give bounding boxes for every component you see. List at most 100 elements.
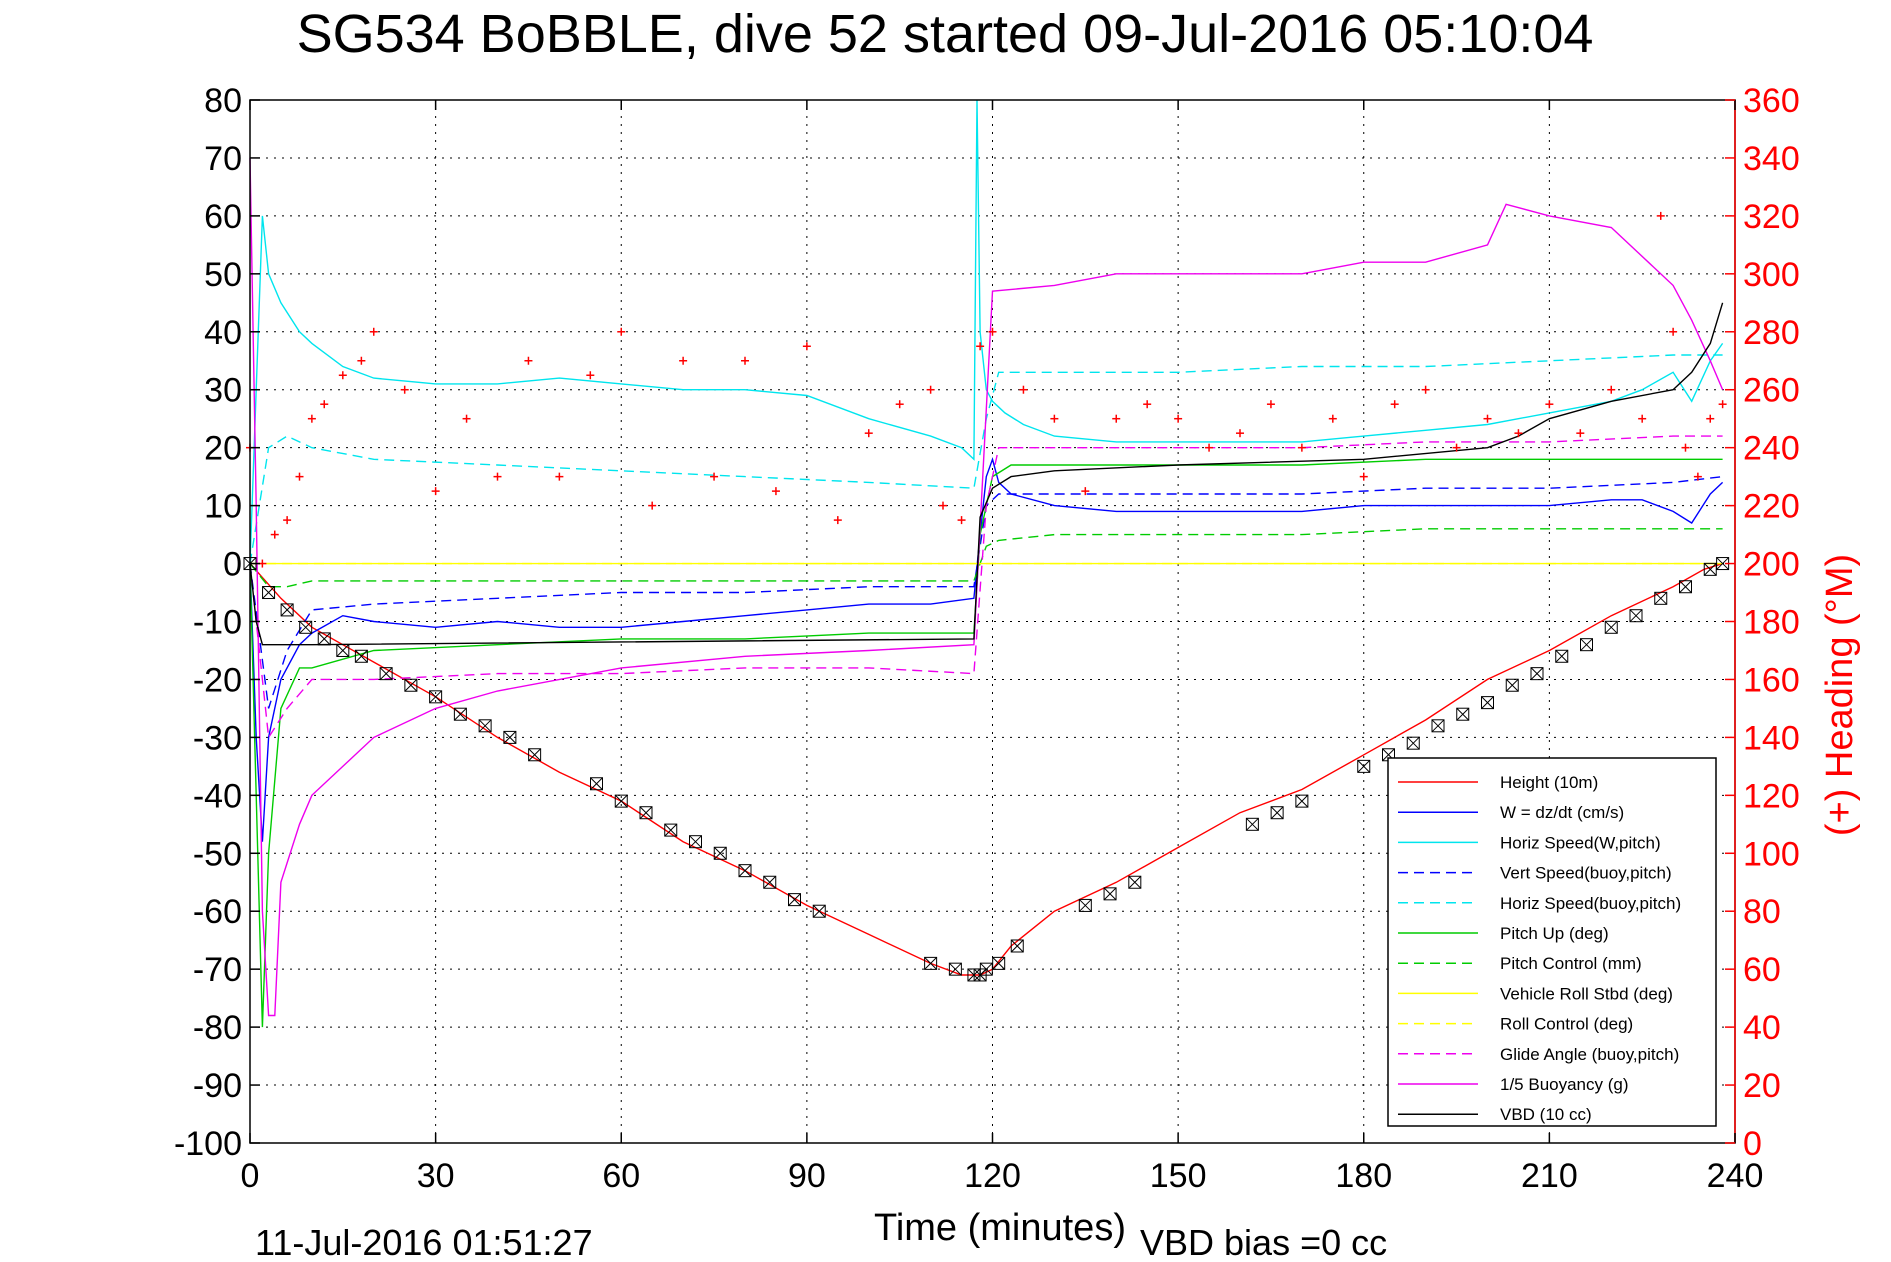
height-marker [1357,759,1371,773]
y-right-tick-label: 140 [1743,719,1800,757]
y-left-tick-label: -30 [193,719,242,757]
chart-title: SG534 BoBBLE, dive 52 started 09-Jul-201… [297,4,1594,64]
heading-marker [1328,414,1337,423]
legend-label: Pitch Up (deg) [1500,924,1609,943]
height-marker-cross-b [689,835,702,849]
heading-marker [1656,211,1665,220]
height-marker-cross-b [713,846,727,860]
height-marker-box [354,649,368,663]
height-marker [528,748,542,762]
x-tick-label: 150 [1150,1157,1207,1195]
y-left-tick-label: 50 [204,256,242,294]
height-marker [1270,806,1284,820]
x-tick-label: 30 [417,1157,455,1195]
heading-marker [400,385,409,394]
height-marker-cross-b [1679,580,1692,594]
x-tick-label: 120 [964,1157,1021,1195]
y-left-tick-label: -70 [193,951,242,989]
x-tick-label: 240 [1707,1157,1764,1195]
series-13 [243,557,1730,982]
height-marker-cross-b [1654,591,1668,605]
height-marker [1456,707,1470,721]
series-line [249,475,1723,709]
heading-marker [988,327,997,336]
grid-lines [250,100,1735,1143]
series-3 [249,475,1723,709]
y-right-tick-label: 100 [1743,835,1800,873]
series-line [249,562,1723,976]
height-marker [1629,609,1643,623]
heading-marker [1669,327,1678,336]
heading-marker [1390,400,1399,409]
height-marker [1295,794,1309,808]
height-marker-cross-b [1703,562,1717,576]
height-marker [299,620,313,634]
series-line [249,435,1723,740]
height-marker [280,603,294,617]
height-marker-cross-b [979,962,993,976]
series-4 [249,354,1723,564]
height-marker-cross-b [503,731,517,744]
heading-marker [1576,429,1585,438]
height-marker-cross-b [924,957,937,970]
height-marker [478,719,492,733]
height-marker [948,962,962,976]
height-marker-cross-b [1629,609,1643,623]
y-right-tick-label: 160 [1743,661,1800,699]
legend-item: Pitch Control (mm) [1398,954,1642,973]
legend-item: Vert Speed(buoy,pitch) [1398,864,1672,883]
x-tick-label: 60 [602,1157,640,1195]
height-marker-cross-b [478,719,492,733]
series-11 [249,302,1724,646]
height-marker-box [1406,736,1420,750]
legend-item: Height (10m) [1398,773,1598,792]
height-marker-cross-b [379,667,393,681]
legend-label: Vehicle Roll Stbd (deg) [1500,984,1673,1003]
legend-item: VBD (10 cc) [1398,1105,1592,1124]
legend-label: Roll Control (deg) [1500,1015,1633,1034]
height-marker-box [664,823,678,837]
y-right-tick-label: 80 [1743,893,1781,931]
height-marker-cross-b [404,678,418,692]
series-10 [249,157,1724,1017]
height-marker-box [1481,696,1494,710]
height-marker [1679,580,1692,594]
height-marker [614,794,628,808]
heading-marker [895,400,904,409]
legend-label: Horiz Speed(buoy,pitch) [1500,894,1681,913]
height-marker [992,956,1006,970]
height-marker-box [689,835,702,849]
heading-marker [679,356,688,365]
heading-marker [338,371,347,380]
height-marker [503,730,517,744]
legend-label: Pitch Control (mm) [1500,954,1642,973]
height-marker [336,643,350,657]
heading-marker [1452,443,1461,452]
height-marker-box [763,875,777,889]
heading-marker [1266,400,1275,409]
y-left-tick-label: 10 [204,488,242,526]
legend-label: 1/5 Buoyancy (g) [1500,1075,1629,1094]
heading-marker [1706,414,1715,423]
height-marker-box [404,678,418,692]
y-right-tick-label: 0 [1743,1125,1762,1163]
height-marker-box [1654,591,1668,605]
height-marker-cross-b [949,962,962,976]
heading-marker [1607,385,1616,394]
heading-marker [462,414,471,423]
heading-marker [1050,414,1059,423]
height-marker-box [1530,667,1544,681]
height-marker [429,690,443,704]
y-right-tick-label: 60 [1743,951,1781,989]
height-marker [1431,719,1445,733]
footer-vbd-bias: VBD bias =0 cc [1140,1222,1387,1262]
tick-labels: 0 30 60 90 120 150 180 210 24080706050403020100-… [174,82,1800,1195]
heading-marker [493,472,502,481]
heading-marker [741,356,749,365]
heading-marker [1718,400,1727,409]
height-marker-box [1555,649,1569,663]
heading-marker [802,342,811,351]
height-marker-cross-b [1382,748,1395,762]
y-right-tick-label: 320 [1743,198,1800,236]
legend-item: Glide Angle (buoy,pitch) [1398,1045,1679,1064]
